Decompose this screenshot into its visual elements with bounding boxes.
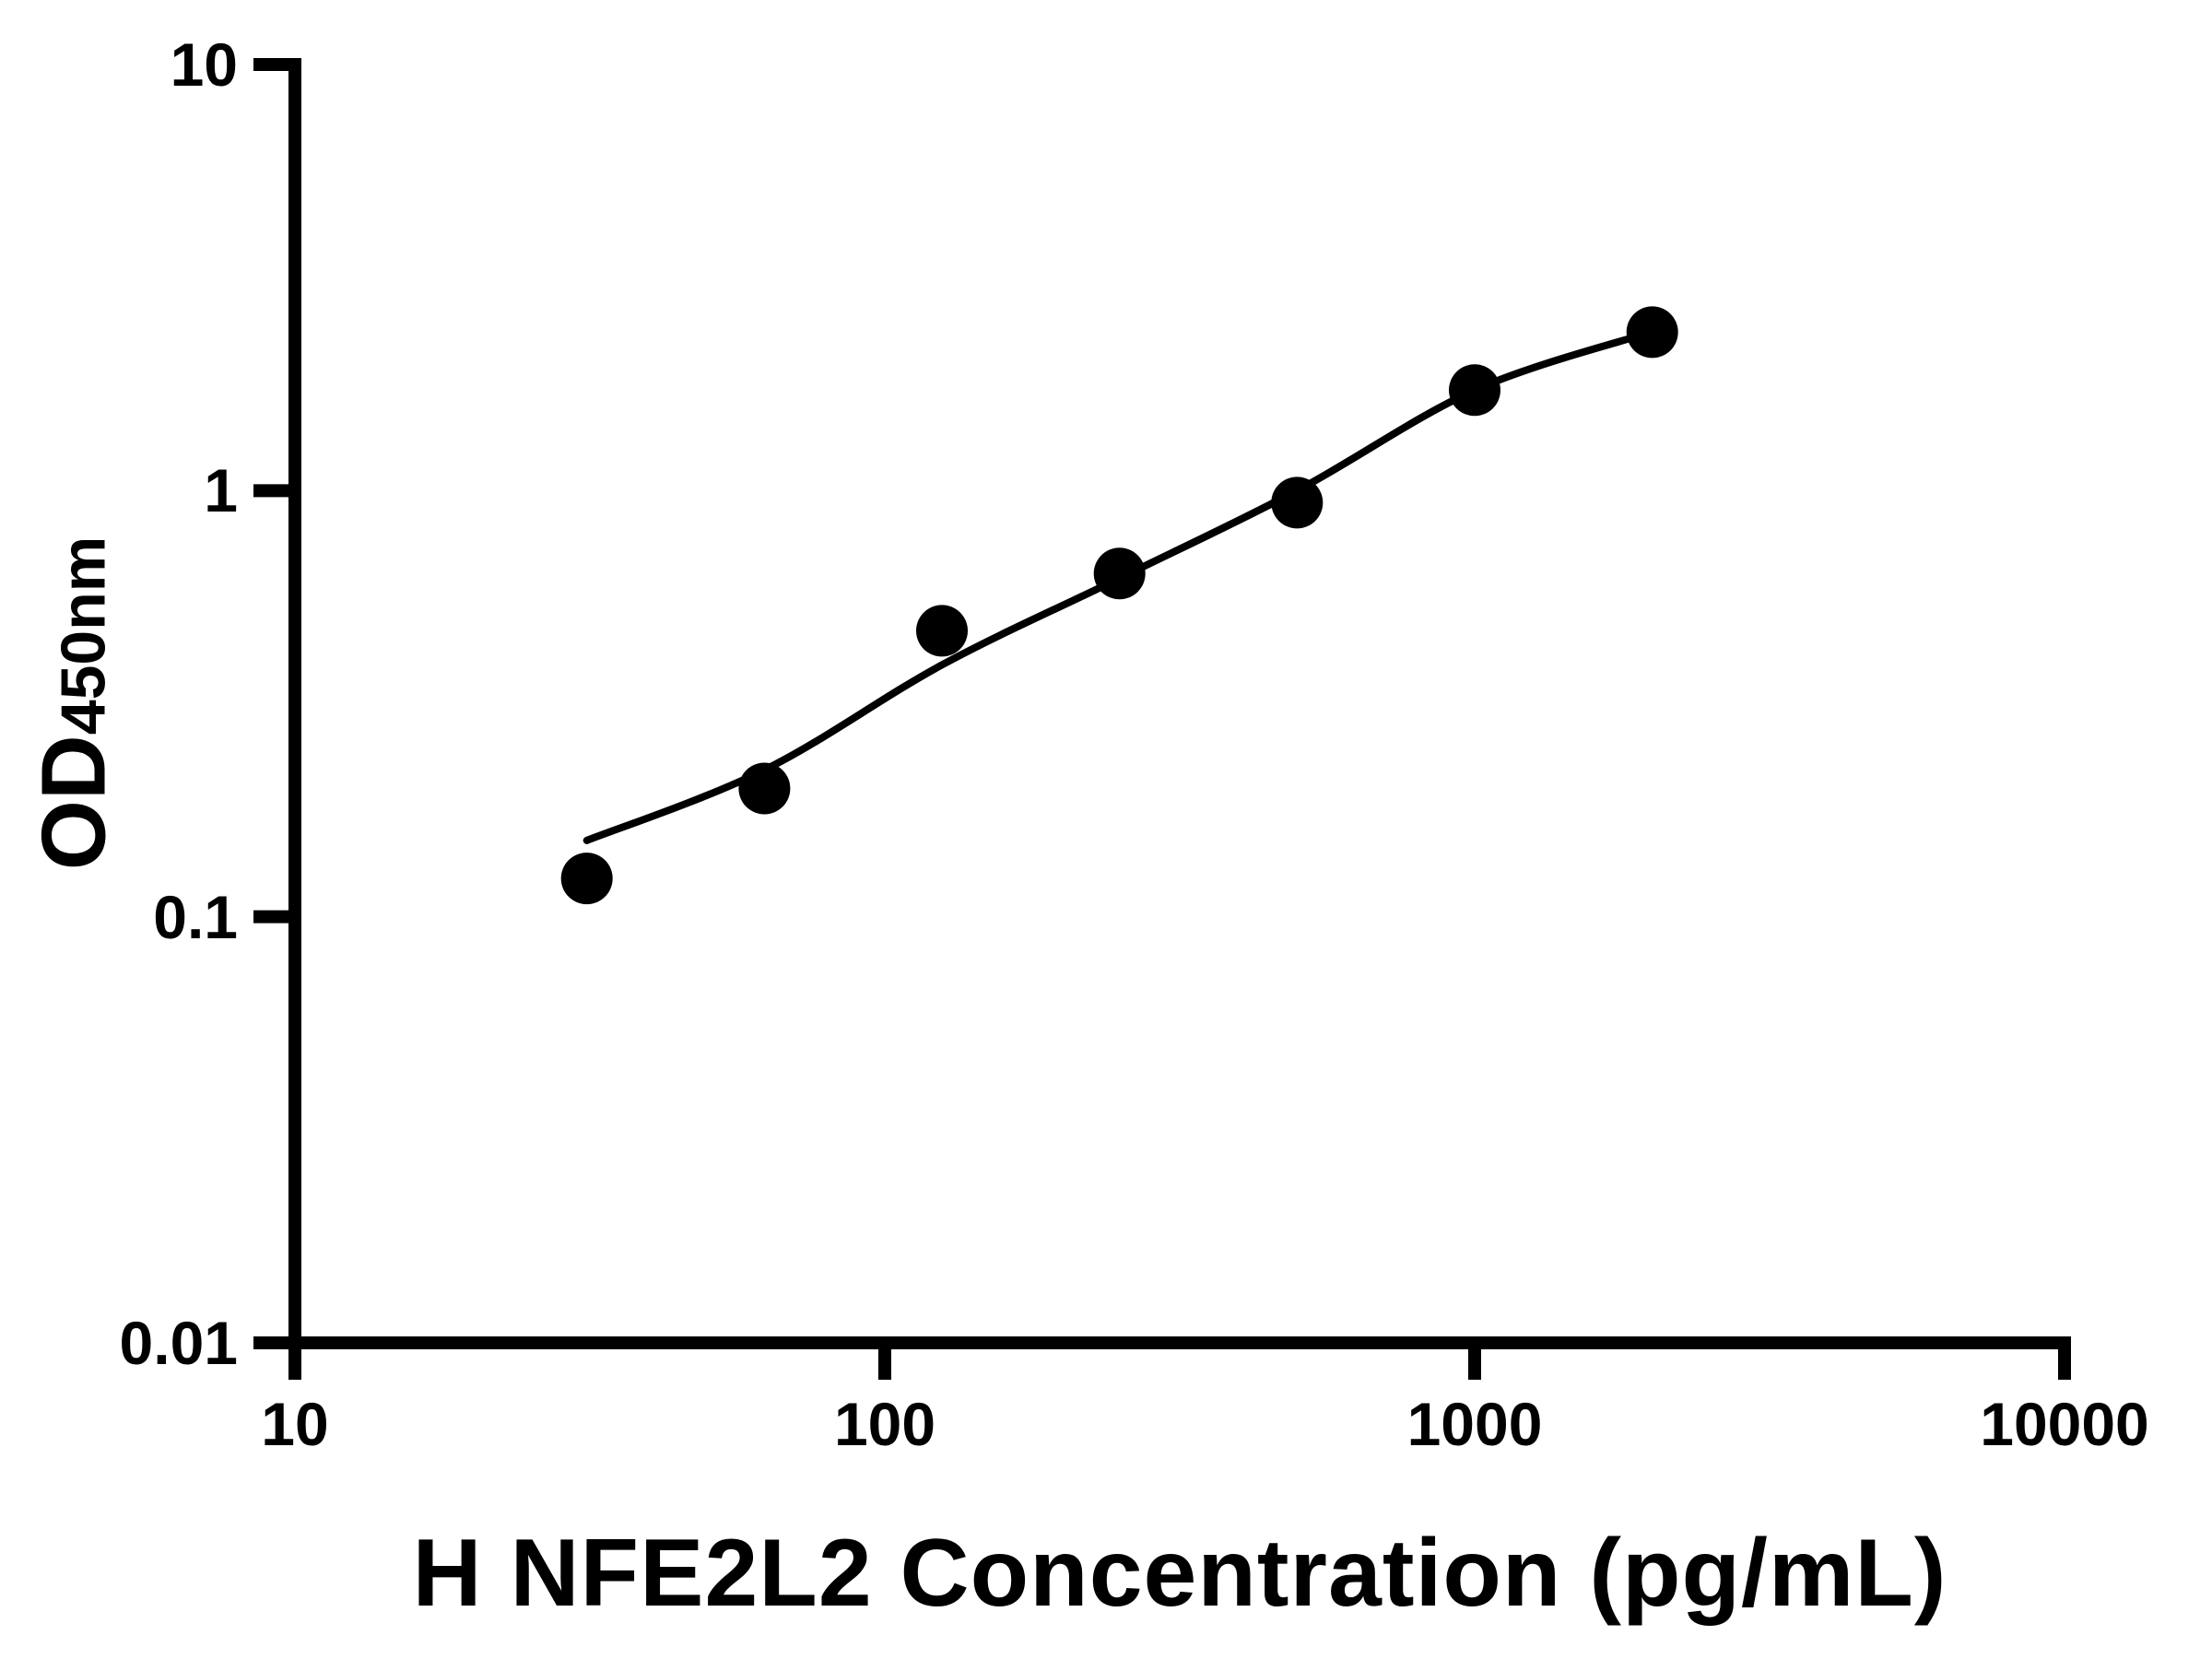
x-tick-label-10: 10: [261, 1390, 329, 1458]
data-point-marker: [916, 605, 968, 657]
y-tick-label-0-1: 0.1: [153, 882, 238, 951]
data-point-marker: [1626, 306, 1678, 359]
x-tick-label-100: 100: [833, 1390, 936, 1458]
data-point-marker: [560, 853, 613, 905]
data-point-marker: [1093, 547, 1146, 600]
y-axis-title-main: OD: [22, 735, 124, 871]
y-axis-title-subscript: 450nm: [48, 535, 119, 735]
y-tick-label-0-01: 0.01: [119, 1309, 238, 1377]
data-point-marker: [738, 762, 791, 815]
axes-and-ticks: [253, 58, 2071, 1380]
data-point-marker: [1271, 477, 1324, 529]
x-tick-label-10000: 10000: [1980, 1390, 2149, 1458]
y-tick-label-10: 10: [170, 30, 238, 99]
y-axis-title: OD450nm: [22, 536, 126, 870]
data-points-group: [560, 306, 1678, 905]
y-tick-label-1: 1: [204, 456, 238, 525]
data-point-marker: [1449, 364, 1500, 417]
x-tick-label-1000: 1000: [1406, 1390, 1543, 1458]
x-axis-title: H NFE2L2 Concentration (pg/mL): [412, 1520, 1947, 1627]
